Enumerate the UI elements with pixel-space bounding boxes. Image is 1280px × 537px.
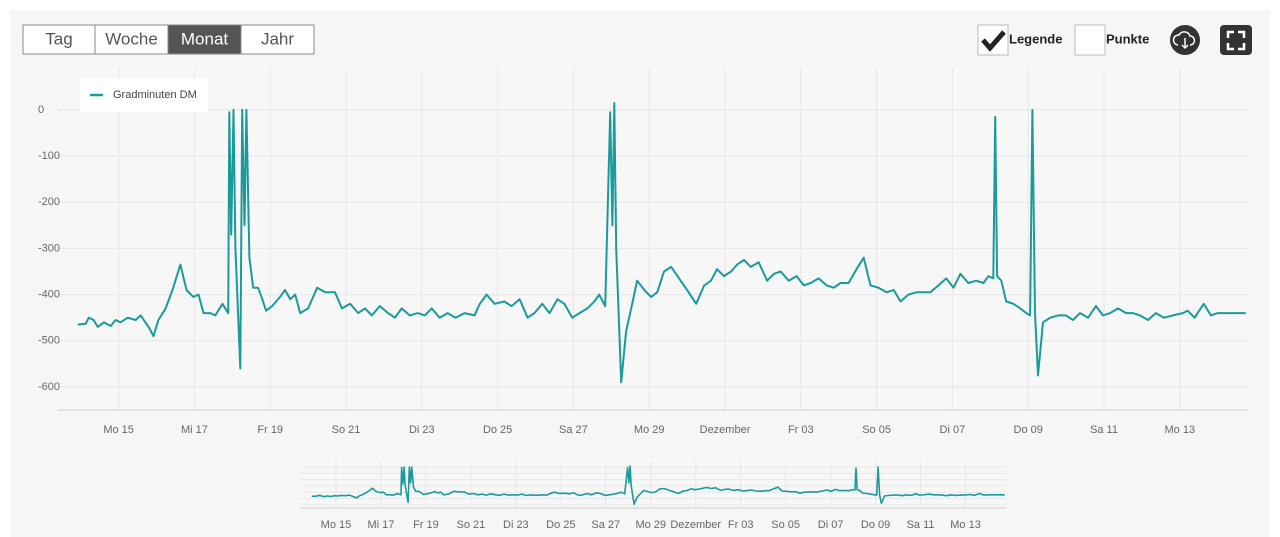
x-tick-label: Do 25 [546, 519, 575, 531]
x-tick-label: Do 25 [483, 424, 512, 436]
button-label: Jahr [261, 29, 294, 48]
y-tick-label: -500 [38, 335, 60, 347]
checkbox-box [1074, 24, 1106, 56]
x-tick-label: Mo 15 [103, 424, 134, 436]
y-tick-label: -300 [38, 242, 60, 254]
button-label: Tag [45, 29, 72, 48]
navigator: Mo 15 Mi 17 Fr 19 So 21 Di 23 Do 25 Sa 27 Mo 29… [300, 460, 1006, 531]
x-tick-label: Sa 27 [591, 519, 620, 531]
checkboxes: Legende Punkte [977, 24, 1149, 56]
checkbox-label: Punkte [1106, 31, 1149, 46]
plot-area [58, 63, 1248, 410]
x-tick-label: Mo 13 [1164, 424, 1195, 436]
y-tick-label: -600 [38, 381, 60, 393]
x-tick-label: Do 09 [1014, 424, 1043, 436]
button-bg [240, 24, 315, 55]
button-bg [94, 24, 169, 55]
range-button[interactable]: Jahr [240, 24, 315, 55]
x-tick-label: Mo 29 [634, 424, 665, 436]
button-label: Monat [181, 29, 229, 48]
navigator-bg [300, 460, 1006, 508]
line [77, 102, 1246, 384]
y-tick-label: -400 [38, 288, 60, 300]
x-tick-label: Di 23 [409, 424, 435, 436]
x-tick-label: Sa 11 [907, 519, 935, 531]
x-tick-label: Do 09 [861, 519, 890, 531]
x-tick-label: Dezember [700, 424, 751, 436]
checkbox-label: Legende [1009, 31, 1062, 46]
checkmark [981, 30, 1006, 52]
y-tick-label: -200 [38, 196, 60, 208]
button-bg [167, 24, 242, 55]
button-bg [22, 24, 96, 55]
range-buttons: Tag Woche Monat Jahr [22, 24, 315, 55]
x-tick-label: Dezember [670, 519, 721, 531]
range-button[interactable]: Monat [167, 24, 242, 55]
line [311, 465, 1005, 505]
range-button[interactable]: Tag [22, 24, 96, 55]
x-tick-label: Mo 29 [635, 519, 666, 531]
x-tick-label: Sa 27 [559, 424, 588, 436]
x-tick-label: Di 07 [818, 519, 844, 531]
x-tick-label: Fr 03 [788, 424, 814, 436]
x-tick-label: Di 07 [940, 424, 966, 436]
y-tick-label: -100 [38, 150, 60, 162]
x-tick-label: So 21 [457, 519, 486, 531]
checkbox-box [977, 24, 1009, 56]
plot: 0 -100 -200 -300 -400 -500 -600 Mo 15 Mi 17 Fr 19… [38, 63, 1248, 436]
range-button[interactable]: Woche [94, 24, 169, 55]
checkbox[interactable]: Punkte [1074, 24, 1149, 56]
legend-label: Gradminuten DM [113, 89, 197, 101]
legend[interactable]: Gradminuten DM [80, 78, 208, 112]
fullscreen-button[interactable] [1220, 25, 1252, 55]
x-tick-label: Fr 19 [257, 424, 283, 436]
x-tick-label: Di 23 [503, 519, 529, 531]
x-tick-label: So 21 [332, 424, 361, 436]
x-tick-label: So 05 [862, 424, 891, 436]
x-tick-label: Mi 17 [367, 519, 394, 531]
x-tick-label: Fr 19 [413, 519, 439, 531]
x-tick-label: Sa 11 [1090, 424, 1118, 436]
x-tick-label: So 05 [771, 519, 800, 531]
x-tick-label: Fr 03 [728, 519, 754, 531]
checkbox[interactable]: Legende [977, 24, 1062, 56]
download-button[interactable] [1170, 25, 1200, 55]
x-tick-label: Mo 15 [321, 519, 352, 531]
x-tick-label: Mi 17 [181, 424, 208, 436]
button-label: Woche [105, 29, 158, 48]
x-tick-label: Mo 13 [950, 519, 981, 531]
y-tick-label: 0 [38, 104, 44, 116]
